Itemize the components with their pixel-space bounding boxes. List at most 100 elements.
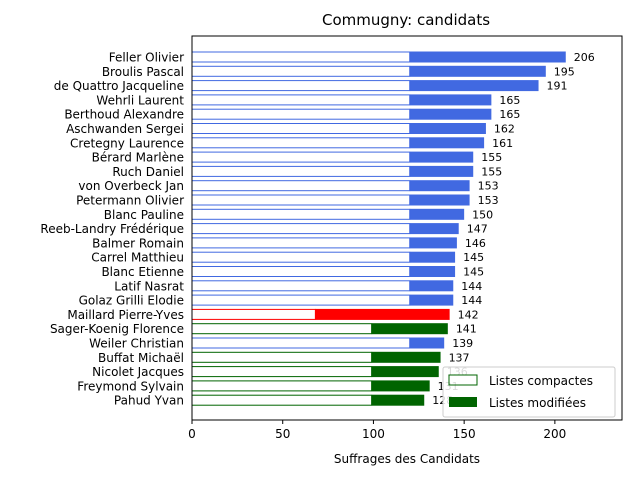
legend-box: [442, 366, 616, 418]
bar-compact: [191, 223, 411, 235]
bar-compact: [191, 323, 373, 335]
candidate-label: Petermann Olivier: [76, 194, 184, 208]
bar-compact: [191, 65, 411, 77]
candidate-label: Sager-Koenig Florence: [50, 322, 184, 336]
x-tick-label: 50: [275, 427, 290, 441]
candidate-label: Buffat Michaël: [98, 351, 184, 365]
candidate-label: Cretegny Laurence: [70, 136, 184, 150]
value-label: 165: [499, 108, 520, 121]
bar-modified: [409, 251, 456, 263]
candidate-label: Ruch Daniel: [112, 165, 184, 179]
bar-compact: [191, 194, 411, 206]
candidate-label: Carrel Matthieu: [91, 251, 184, 265]
candidate-label: Broulis Pascal: [102, 65, 184, 79]
value-label: 141: [456, 323, 477, 336]
bar-compact: [191, 180, 411, 192]
x-tick-label: 0: [188, 427, 196, 441]
bar-modified: [371, 394, 425, 406]
value-label: 153: [478, 194, 499, 207]
candidate-label: Feller Olivier: [109, 51, 184, 65]
candidate-label: Wehrli Laurent: [96, 93, 184, 107]
value-label: 144: [461, 280, 482, 293]
bar-modified: [409, 180, 470, 192]
value-label: 191: [547, 80, 568, 93]
x-tick-label: 100: [362, 427, 385, 441]
bar-modified: [409, 137, 485, 149]
bar-compact: [191, 337, 411, 349]
bar-modified: [409, 108, 492, 120]
bar-compact: [191, 51, 411, 63]
bar-modified: [409, 151, 474, 163]
candidate-label: Pahud Yvan: [114, 394, 184, 408]
value-label: 155: [481, 165, 502, 178]
bar-compact: [191, 108, 411, 120]
bar-modified: [371, 366, 439, 378]
candidate-label: Freymond Sylvain: [77, 379, 184, 393]
bar-compact: [191, 94, 411, 106]
candidate-label: Bérard Marlène: [92, 151, 184, 165]
value-label: 145: [463, 251, 484, 264]
x-axis-label: Suffrages des Candidats: [334, 452, 480, 466]
plot-frame: [191, 35, 623, 421]
bar-modified: [409, 194, 470, 206]
value-label: 206: [574, 51, 595, 64]
bar-compact: [191, 294, 411, 306]
candidate-label: Balmer Romain: [92, 236, 184, 250]
value-label: 145: [463, 266, 484, 279]
value-label: 153: [478, 180, 499, 193]
legend: Listes compactes Listes modifiées: [442, 366, 616, 418]
bar-modified: [409, 223, 459, 235]
x-axis: 0 50 100 150 200: [188, 420, 566, 441]
bar-modified: [409, 237, 457, 249]
bar-compact: [191, 208, 411, 220]
value-label: 139: [452, 337, 473, 350]
candidate-label: Weiler Christian: [89, 337, 184, 351]
legend-label-compact: Listes compactes: [489, 374, 593, 388]
bar-modified: [409, 80, 539, 92]
x-tick-label: 200: [543, 427, 566, 441]
bar-compact: [191, 394, 373, 406]
candidate-label: Latif Nasrat: [114, 279, 184, 293]
value-label: 142: [458, 308, 479, 321]
bar-compact: [191, 123, 411, 134]
value-label: 137: [449, 351, 470, 364]
legend-swatch-modified: [449, 397, 477, 407]
value-label: 144: [461, 294, 482, 307]
candidate-label: Maillard Pierre-Yves: [67, 308, 184, 322]
bar-compact: [191, 266, 411, 277]
bar-compact: [191, 137, 411, 149]
legend-swatch-compact: [448, 374, 478, 386]
bar-modified: [371, 323, 448, 335]
value-label: 146: [465, 237, 486, 250]
bar-modified: [409, 294, 454, 306]
bar-modified: [409, 94, 492, 106]
candidate-label: Reeb-Landry Frédérique: [40, 222, 184, 236]
bar-modified: [409, 51, 566, 63]
value-label: 161: [492, 137, 513, 150]
value-label: 195: [554, 65, 575, 78]
bar-modified: [409, 165, 474, 177]
candidate-label: Nicolet Jacques: [92, 365, 184, 379]
value-label: 150: [472, 208, 493, 221]
bar-modified: [409, 266, 456, 277]
candidate-label: Berthoud Alexandre: [64, 108, 184, 122]
bar-compact: [191, 151, 411, 163]
candidate-label: Aschwanden Sergei: [66, 122, 184, 136]
bar-compact: [191, 165, 411, 177]
bar-compact: [191, 351, 373, 363]
bar-modified: [315, 308, 450, 320]
value-label: 155: [481, 151, 502, 164]
bar-compact: [191, 251, 411, 263]
bar-modified: [371, 380, 430, 392]
bar-modified: [409, 208, 465, 220]
candidate-label: Golaz Grilli Elodie: [79, 294, 184, 308]
bar-modified: [409, 280, 454, 292]
candidate-label: Blanc Etienne: [101, 265, 184, 279]
bar-modified: [409, 123, 486, 134]
bar-compact: [191, 237, 411, 249]
legend-label-modified: Listes modifiées: [489, 396, 586, 410]
bar-compact: [191, 380, 373, 392]
bar-modified: [409, 65, 546, 77]
